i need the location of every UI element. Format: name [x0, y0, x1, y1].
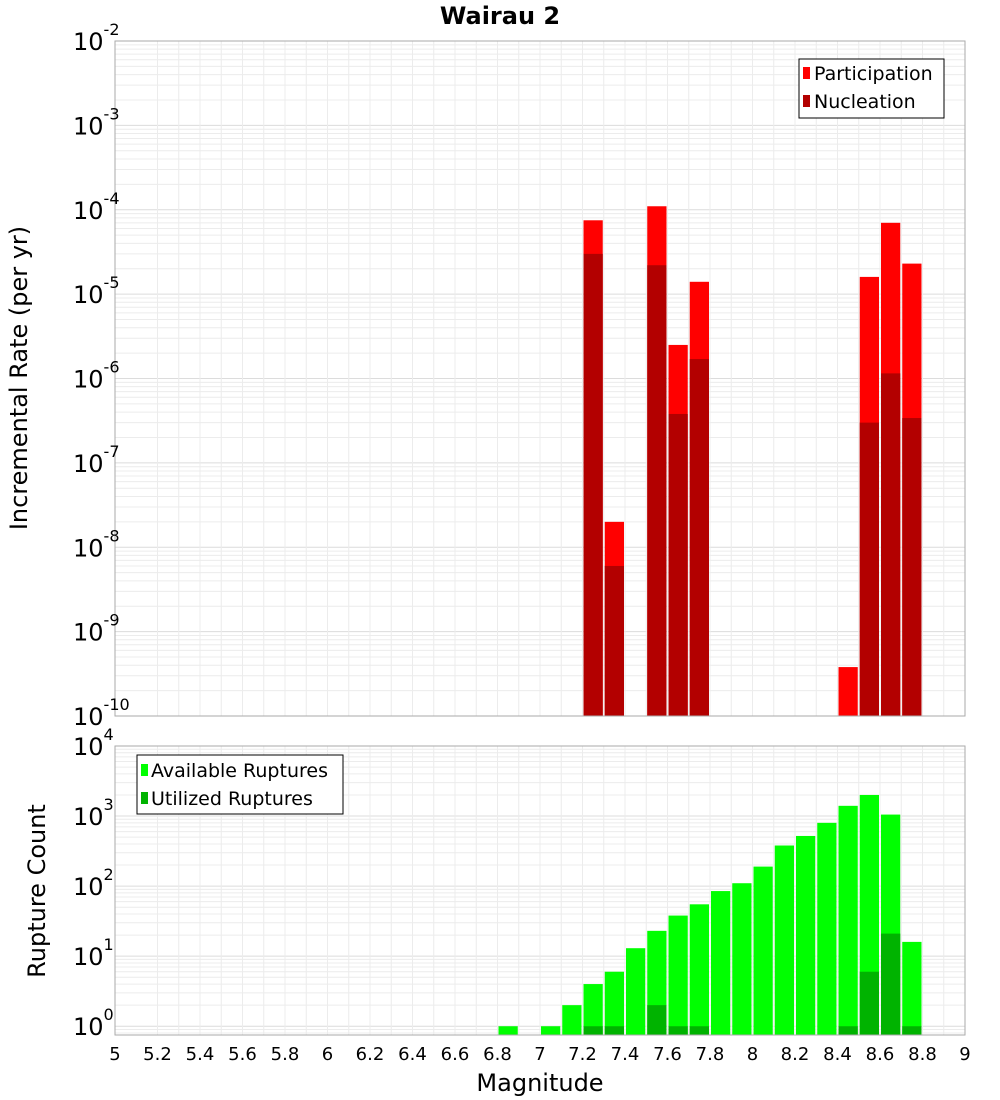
y-tick-label: 10-7	[73, 442, 120, 478]
nucleation-bar	[881, 373, 901, 716]
y-tick-label: 10-8	[73, 526, 120, 562]
nucleation-bar	[604, 565, 624, 716]
nucleation-bar	[668, 413, 688, 716]
x-tick-label: 5.6	[228, 1044, 257, 1065]
rate-grid	[115, 40, 965, 717]
count-y-axis-label: Rupture Count	[23, 804, 51, 978]
available-ruptures-legend-label: Available Ruptures	[151, 760, 328, 782]
x-tick-label: 5	[109, 1044, 120, 1065]
x-tick-label: 6.6	[441, 1044, 470, 1065]
available-ruptures-bar	[541, 1026, 561, 1035]
nucleation-bar	[859, 422, 879, 716]
participation-bar	[838, 667, 858, 716]
x-tick-label: 8.2	[781, 1044, 810, 1065]
utilized-ruptures-bar	[583, 1026, 603, 1035]
participation-legend-swatch	[803, 67, 810, 79]
available-ruptures-bar	[604, 971, 624, 1035]
y-tick-label: 101	[73, 935, 114, 971]
nucleation-legend-label: Nucleation	[814, 91, 916, 113]
y-tick-label: 10-6	[73, 358, 120, 394]
utilized-ruptures-bar	[604, 1026, 624, 1035]
count-legend: Available Ruptures Utilized Ruptures	[136, 754, 344, 815]
nucleation-bar	[902, 418, 922, 716]
available-ruptures-bar	[711, 891, 731, 1035]
x-tick-label: 6.4	[398, 1044, 427, 1065]
rate-plot-frame	[114, 40, 966, 717]
y-tick-label: 10-2	[73, 20, 120, 56]
rate-legend: Participation Nucleation	[798, 58, 945, 119]
available-ruptures-bar	[902, 941, 922, 1035]
available-ruptures-legend-swatch	[141, 764, 148, 776]
utilized-ruptures-bar	[902, 1026, 922, 1035]
rate-y-ticks: 10-10 10-9 10-8 10-7 10-6 10-5 10-4 10-3 10-2	[73, 20, 130, 731]
available-ruptures-bar	[838, 805, 858, 1035]
x-tick-label: 8	[747, 1044, 758, 1065]
y-tick-label: 10-4	[73, 189, 120, 225]
y-tick-label: 102	[73, 865, 114, 901]
x-tick-label: 5.2	[143, 1044, 172, 1065]
available-ruptures-bar	[817, 822, 837, 1035]
x-tick-label: 9	[959, 1044, 970, 1065]
x-tick-label: 7	[534, 1044, 545, 1065]
rate-bars	[583, 206, 922, 717]
count-y-ticks: 100 101 102 103 104	[73, 725, 114, 1041]
nucleation-bar	[647, 265, 667, 716]
available-ruptures-bar	[732, 883, 752, 1035]
x-ticks: 5 5.2 5.4 5.6 5.8 6 6.2 6.4 6.6 6.8 7 7.2 7.4 7.6 7.8 8…	[109, 1044, 970, 1065]
y-tick-label: 103	[73, 795, 114, 831]
x-tick-label: 8.8	[908, 1044, 937, 1065]
available-ruptures-bar	[796, 835, 816, 1035]
y-tick-label: 10-3	[73, 104, 120, 140]
available-ruptures-bar	[626, 948, 646, 1035]
count-legend-box	[136, 754, 344, 815]
x-tick-label: 7.6	[653, 1044, 682, 1065]
y-tick-label: 10-5	[73, 273, 120, 309]
available-ruptures-bar	[774, 845, 794, 1035]
x-tick-label: 5.4	[186, 1044, 215, 1065]
available-ruptures-bar	[689, 904, 709, 1035]
x-tick-label: 6.8	[483, 1044, 512, 1065]
available-ruptures-bar	[498, 1026, 518, 1035]
count-bars	[498, 794, 922, 1035]
y-tick-label: 10-10	[73, 695, 130, 731]
utilized-ruptures-bar	[859, 971, 879, 1035]
x-tick-label: 5.8	[271, 1044, 300, 1065]
available-ruptures-bar	[668, 915, 688, 1035]
utilized-ruptures-bar	[689, 1026, 709, 1035]
x-axis-label: Magnitude	[476, 1069, 603, 1097]
y-tick-label: 10-9	[73, 611, 120, 647]
count-plot-frame	[114, 745, 966, 1036]
utilized-ruptures-bar	[647, 1005, 667, 1035]
utilized-ruptures-legend-swatch	[141, 792, 148, 804]
x-tick-label: 7.4	[611, 1044, 640, 1065]
nucleation-bar	[583, 253, 603, 716]
rate-legend-box	[798, 58, 945, 119]
available-ruptures-bar	[753, 866, 773, 1035]
count-panel: 100 101 102 103 104 Rupture Count Available …	[23, 725, 966, 1041]
available-ruptures-bar	[562, 1005, 582, 1035]
x-tick-label: 7.2	[568, 1044, 597, 1065]
nucleation-bar	[689, 359, 709, 716]
available-ruptures-bar	[583, 984, 603, 1035]
x-tick-label: 7.8	[696, 1044, 725, 1065]
y-tick-label: 104	[73, 725, 114, 761]
x-tick-label: 6	[322, 1044, 333, 1065]
x-tick-label: 8.4	[823, 1044, 852, 1065]
utilized-ruptures-bar	[881, 933, 901, 1035]
chart-title: Wairau 2	[440, 2, 560, 30]
x-tick-label: 6.2	[356, 1044, 385, 1065]
utilized-ruptures-legend-label: Utilized Ruptures	[151, 788, 313, 810]
y-tick-label: 100	[73, 1005, 114, 1041]
participation-legend-label: Participation	[814, 63, 933, 85]
rate-y-axis-label: Incremental Rate (per yr)	[5, 226, 33, 530]
x-tick-label: 8.6	[866, 1044, 895, 1065]
utilized-ruptures-bar	[838, 1026, 858, 1035]
nucleation-legend-swatch	[803, 95, 810, 107]
utilized-ruptures-bar	[668, 1026, 688, 1035]
rate-panel: 10-10 10-9 10-8 10-7 10-6 10-5 10-4 10-3 10-2 In…	[5, 20, 966, 731]
